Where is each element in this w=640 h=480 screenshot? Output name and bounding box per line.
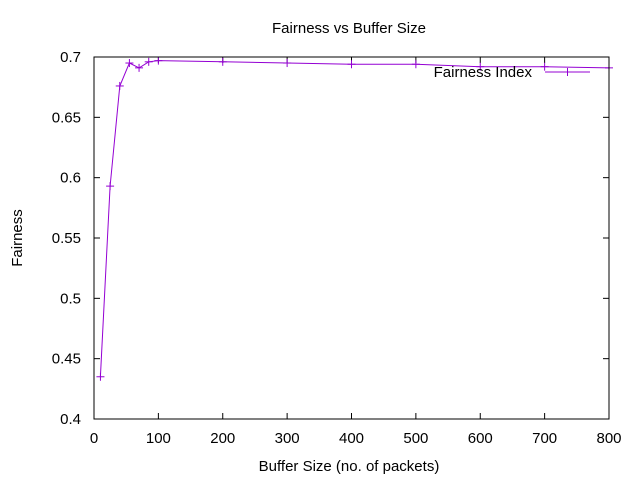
y-axis-label: Fairness	[9, 209, 26, 267]
x-tick-label-4: 400	[339, 430, 364, 447]
y-tick-label-6: 0.7	[60, 49, 81, 66]
axis-ticks: 0 100 200 300 400 500 600 700 800 0.4 0.45 0.5 0.55 0…	[52, 49, 622, 447]
data-point-0-4	[135, 63, 144, 72]
data-point-0-8	[283, 59, 292, 68]
data-point-0-1	[106, 182, 115, 191]
x-tick-label-1: 100	[146, 430, 171, 447]
data-point-0-9	[347, 60, 356, 69]
x-tick-label-8: 800	[596, 430, 621, 447]
y-tick-label-0: 0.4	[60, 411, 81, 428]
series-layer	[96, 56, 613, 381]
data-point-0-12	[540, 62, 549, 71]
data-point-0-11	[476, 62, 485, 71]
data-point-0-10	[411, 60, 420, 69]
data-point-0-2	[115, 81, 124, 90]
x-tick-label-7: 700	[532, 430, 557, 447]
x-tick-label-3: 300	[275, 430, 300, 447]
series-line-0	[99, 60, 610, 377]
y-tick-label-4: 0.6	[60, 170, 81, 187]
y-tick-label-5: 0.65	[52, 109, 81, 126]
data-point-0-0	[96, 372, 105, 381]
data-point-0-5	[144, 57, 153, 66]
x-tick-label-6: 600	[468, 430, 493, 447]
y-tick-label-1: 0.45	[52, 351, 81, 368]
x-tick-label-2: 200	[210, 430, 235, 447]
y-tick-label-2: 0.5	[60, 290, 81, 307]
plot-border	[93, 56, 610, 420]
data-point-0-6	[154, 56, 163, 65]
chart-title: Fairness vs Buffer Size	[272, 20, 426, 37]
x-tick-label-5: 500	[403, 430, 428, 447]
legend: Fairness Index	[434, 64, 590, 81]
legend-label-0: Fairness Index	[434, 64, 533, 81]
data-point-0-3	[125, 59, 134, 68]
x-tick-label-0: 0	[90, 430, 98, 447]
legend-marker-0	[563, 68, 572, 76]
data-point-0-7	[218, 57, 227, 66]
y-tick-label-3: 0.55	[52, 230, 81, 247]
x-axis-label: Buffer Size (no. of packets)	[259, 458, 440, 475]
